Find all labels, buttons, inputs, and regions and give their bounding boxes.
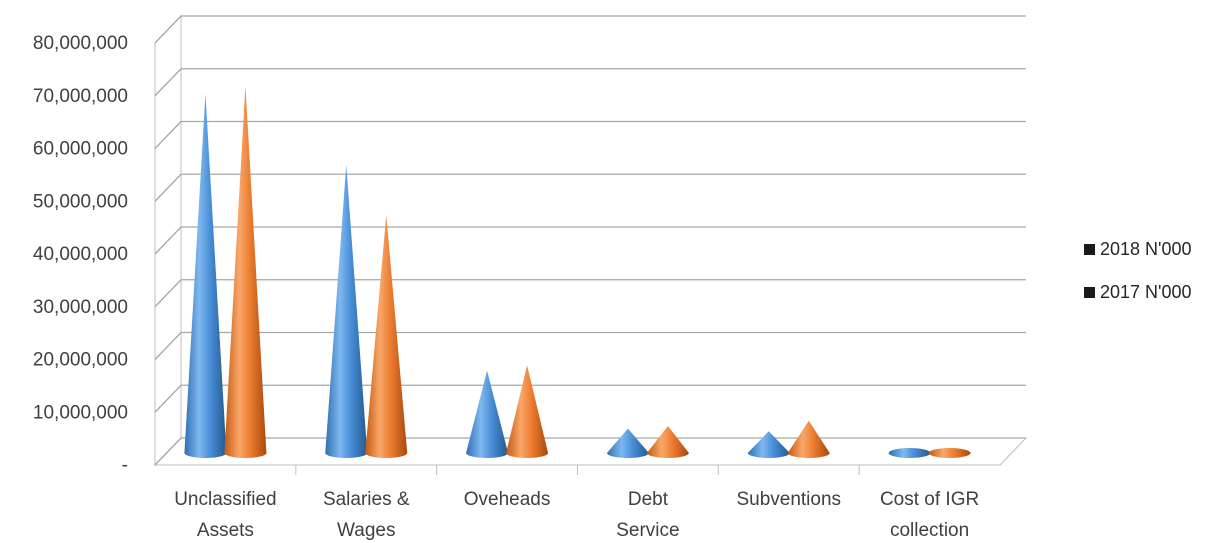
- cone-2017: [506, 365, 548, 458]
- cone-2018: [184, 94, 226, 458]
- legend-swatch: [1084, 244, 1095, 255]
- category-label: Debt: [628, 489, 669, 510]
- cone-2018: [466, 371, 508, 458]
- gridline: [155, 227, 1026, 254]
- y-tick-label: 20,000,000: [33, 350, 128, 371]
- cone-2018: [889, 448, 931, 458]
- y-tick-label: 10,000,000: [33, 402, 128, 423]
- x-axis-category-labels: Unclassified Assets Salaries & Wages Ovehead…: [174, 489, 979, 541]
- gridline: [155, 333, 1026, 360]
- legend-label: 2018 N'000: [1100, 239, 1192, 259]
- chart-walls: [155, 16, 1026, 465]
- legend: 2018 N'000 2017 N'000: [1084, 239, 1192, 302]
- cone-2017: [365, 215, 407, 458]
- category-label: Oveheads: [464, 489, 551, 510]
- y-tick-label: 40,000,000: [33, 244, 128, 265]
- data-cones: [184, 86, 970, 458]
- cone-2018: [325, 165, 367, 458]
- gridline: [155, 122, 1026, 149]
- y-tick-label: 30,000,000: [33, 297, 128, 318]
- category-label: Subventions: [736, 489, 841, 510]
- y-tick-label: 60,000,000: [33, 139, 128, 160]
- y-tick-label: 70,000,000: [33, 86, 128, 107]
- legend-swatch: [1084, 287, 1095, 298]
- y-tick-label: -: [122, 455, 128, 476]
- category-label: Wages: [337, 520, 395, 541]
- gridline: [155, 280, 1026, 307]
- category-label: collection: [890, 520, 969, 541]
- y-axis-tick-labels: - 10,000,000 20,000,000 30,000,000 40,000,00…: [33, 33, 128, 476]
- gridlines: [155, 16, 1026, 475]
- category-label: Cost of IGR: [880, 489, 979, 510]
- gridline: [155, 385, 1026, 412]
- gridline: [155, 69, 1026, 96]
- y-tick-label: 80,000,000: [33, 33, 128, 54]
- y-tick-label: 50,000,000: [33, 191, 128, 212]
- cone-2017: [224, 86, 266, 458]
- cone-2017: [929, 448, 971, 458]
- category-label: Assets: [197, 520, 254, 541]
- legend-label: 2017 N'000: [1100, 282, 1192, 302]
- category-label: Service: [616, 520, 679, 541]
- category-label: Unclassified: [174, 489, 276, 510]
- gridline: [155, 16, 1026, 43]
- category-label: Salaries &: [323, 489, 410, 510]
- gridline: [155, 174, 1026, 201]
